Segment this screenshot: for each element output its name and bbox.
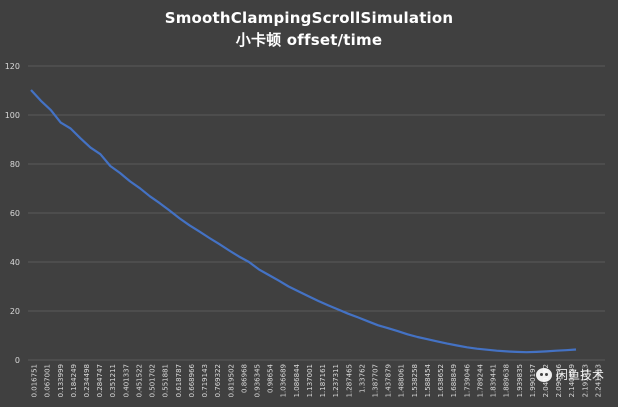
x-tick-label: 0.284747 [96, 364, 104, 397]
x-tick-label: 0.769322 [214, 364, 222, 397]
x-tick-label: 1.990197 [529, 364, 537, 397]
x-tick-label: 1.437879 [385, 364, 393, 397]
x-tick-label: 1.086844 [293, 363, 301, 397]
x-tick-label: 0.067001 [44, 364, 52, 397]
y-tick-label: 40 [10, 258, 20, 267]
watermark: 闲鱼技术 [535, 366, 604, 383]
x-tick-label: 1.33762 [358, 364, 366, 393]
x-tick-label: 0.819502 [227, 364, 235, 397]
x-tick-label: 0.016751 [31, 364, 39, 397]
x-tick-label: 1.588454 [424, 363, 432, 397]
x-tick-label: 0.668966 [188, 363, 196, 397]
x-tick-label: 0.551881 [162, 364, 170, 397]
y-tick-label: 60 [10, 209, 20, 218]
y-tick-label: 0 [15, 356, 20, 365]
x-tick-label: 0.501702 [149, 364, 157, 397]
x-tick-label: 1.638652 [437, 364, 445, 397]
watermark-text: 闲鱼技术 [555, 368, 604, 382]
x-tick-label: 0.234498 [83, 364, 91, 397]
x-tick-label: 0.618787 [175, 364, 183, 397]
x-tick-label: 1.488061 [398, 364, 406, 397]
x-tick-label: 1.237311 [332, 364, 340, 397]
x-tick-label: 0.451522 [135, 364, 143, 397]
x-tick-label: 2.241213 [594, 364, 602, 397]
x-tick-label: 1.839441 [490, 364, 498, 397]
x-tick-label: 1.688849 [450, 364, 458, 397]
x-tick-label: 0.133999 [57, 364, 65, 397]
x-tick-label: 2.090546 [555, 363, 563, 397]
x-tick-label: 1.538258 [411, 364, 419, 397]
y-tick-label: 20 [10, 307, 20, 316]
x-tick-label: 0.936345 [253, 364, 261, 397]
x-tick-label: 2.191013 [581, 364, 589, 397]
chart-title: SmoothClampingScrollSimulation [164, 9, 454, 27]
x-tick-label: 0.86968 [240, 364, 248, 393]
x-tick-label: 1.287465 [345, 364, 353, 397]
chart-subtitle: 小卡顿 offset/time [235, 31, 383, 49]
x-tick-label: 0.98654 [267, 363, 275, 392]
x-tick-label: 1.789244 [476, 363, 484, 397]
x-tick-label: 1.889638 [503, 364, 511, 397]
x-tick-label: 1.939835 [516, 364, 524, 397]
wechat-icon [535, 367, 552, 382]
x-tick-label: 0.719143 [201, 364, 209, 397]
x-tick-label: 1.036689 [280, 364, 288, 397]
x-tick-label: 1.739046 [463, 363, 471, 397]
x-tick-label: 1.187161 [319, 364, 327, 397]
y-tick-label: 100 [5, 111, 20, 120]
x-tick-label: 1.137001 [306, 364, 314, 397]
x-tick-label: 0.401337 [122, 364, 130, 397]
y-tick-label: 120 [5, 62, 20, 71]
x-tick-label: 0.184249 [70, 364, 78, 397]
x-tick-label: 0.351211 [109, 364, 117, 397]
y-tick-label: 80 [10, 160, 20, 169]
x-tick-label: 1.387707 [372, 364, 380, 397]
series-line [30, 89, 577, 354]
x-tick-label: 2.140829 [568, 364, 576, 397]
